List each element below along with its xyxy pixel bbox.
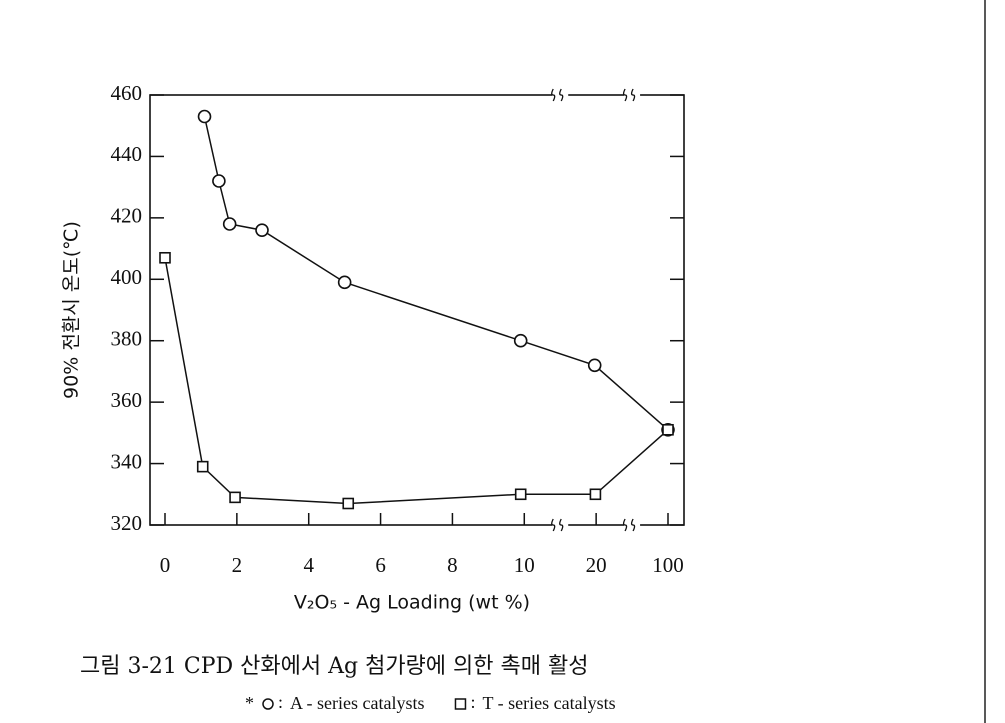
axis-break <box>559 88 564 102</box>
x-axis-label: V₂O₅ - Ag Loading (wt %) <box>294 592 530 614</box>
y-tick-label: 360 <box>111 388 143 412</box>
x-tick-label: 6 <box>375 553 386 577</box>
x-tick-label: 20 <box>586 553 607 577</box>
legend-entry: T - series catalysts <box>482 693 615 713</box>
point <box>197 109 212 124</box>
point <box>337 275 352 290</box>
point <box>196 460 209 473</box>
point <box>159 251 171 264</box>
legend-marker: * <box>245 693 254 713</box>
point <box>222 217 237 231</box>
axis-break <box>622 88 628 102</box>
series-line <box>203 116 669 431</box>
series-line <box>164 257 669 505</box>
point <box>212 174 226 188</box>
point <box>342 497 355 510</box>
y-tick-label: 400 <box>111 265 143 289</box>
x-tick-label: 4 <box>303 553 314 577</box>
axis-break <box>551 518 556 532</box>
legend-separator: : <box>278 692 283 712</box>
axis-break <box>551 88 556 102</box>
y-axis-label: 90% 전환시 온도(℃) <box>61 221 83 399</box>
legend-entry: A - series catalysts <box>290 693 424 713</box>
point <box>229 491 241 504</box>
caption: 그림 3-21 CPD 산화에서 Ag 첨가량에 의한 촉매 활성 <box>80 654 588 679</box>
y-tick-label: 320 <box>111 511 143 535</box>
point <box>662 423 674 436</box>
x-tick-label: 10 <box>514 553 535 577</box>
x-tick-label: 8 <box>447 553 458 577</box>
x-tick-label: 0 <box>160 553 171 577</box>
legend: *: A - series catalysts: T - series cataly… <box>245 692 616 713</box>
axis-break <box>630 88 636 102</box>
x-tick-label: 2 <box>232 553 243 577</box>
point <box>587 358 602 373</box>
y-tick-label: 440 <box>111 142 143 166</box>
point <box>513 333 528 348</box>
legend-separator: : <box>470 692 475 712</box>
y-tick-label: 340 <box>111 449 143 473</box>
point <box>255 223 269 237</box>
axis-break <box>559 518 564 532</box>
y-tick-label: 460 <box>111 81 143 105</box>
axis-break <box>622 518 628 532</box>
axis-break <box>630 518 636 532</box>
point <box>589 488 602 501</box>
legend-symbol <box>454 698 467 710</box>
point <box>514 488 527 501</box>
y-tick-label: 420 <box>111 204 143 228</box>
plot-frame <box>149 94 685 526</box>
y-tick-label: 380 <box>111 327 143 351</box>
legend-symbol <box>262 698 274 710</box>
x-tick-label: 100 <box>652 553 684 577</box>
